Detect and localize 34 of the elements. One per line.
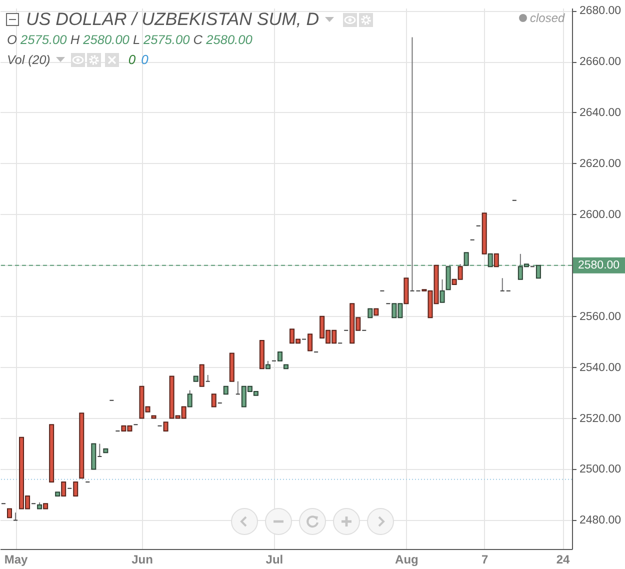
candlestick: [73, 481, 78, 496]
annotation: closed: [530, 11, 565, 25]
candlestick: [187, 390, 192, 408]
x-tick-label: Jul: [266, 552, 284, 566]
chart-title: US DOLLAR / UZBEKISTAN SUM, D: [26, 9, 320, 30]
y-tick-label: 2500.00: [580, 464, 622, 476]
annotation: 0 0: [128, 52, 148, 67]
ref-line-label: 2580.00: [578, 259, 620, 272]
candlestick: [61, 481, 66, 496]
candlestick: [308, 334, 313, 352]
x-tick-label: May: [4, 552, 28, 566]
y-tick-label: 2660.00: [580, 56, 622, 68]
y-tick-label: 2620.00: [580, 158, 622, 170]
annotation: Vol (20): [7, 52, 50, 66]
y-tick-label: 2480.00: [580, 514, 622, 527]
y-tick-label: 2680.00: [580, 5, 622, 18]
candlestick: [536, 264, 541, 279]
y-tick-label: 2560.00: [580, 310, 622, 323]
candlestick: [211, 394, 216, 408]
candlestick: [494, 253, 499, 268]
candlestick: [488, 253, 493, 268]
y-tick-label: 2600.00: [580, 208, 622, 221]
y-tick-label: 2640.00: [580, 106, 622, 119]
y-tick-label: 2520.00: [580, 412, 622, 425]
candlestick: [440, 278, 445, 303]
x-tick-label: 7: [482, 552, 489, 566]
x-tick-label: 24: [556, 552, 570, 566]
candlestick: [199, 364, 204, 387]
y-tick-label: 2540.00: [580, 362, 622, 374]
candlestick: [464, 252, 469, 266]
x-tick-label: Jun: [132, 552, 153, 566]
x-tick-label: Aug: [395, 552, 418, 566]
annotation: O 2575.00 H 2580.00 L 2575.00 C 2580.00: [7, 32, 252, 47]
candlestick: [446, 266, 451, 290]
